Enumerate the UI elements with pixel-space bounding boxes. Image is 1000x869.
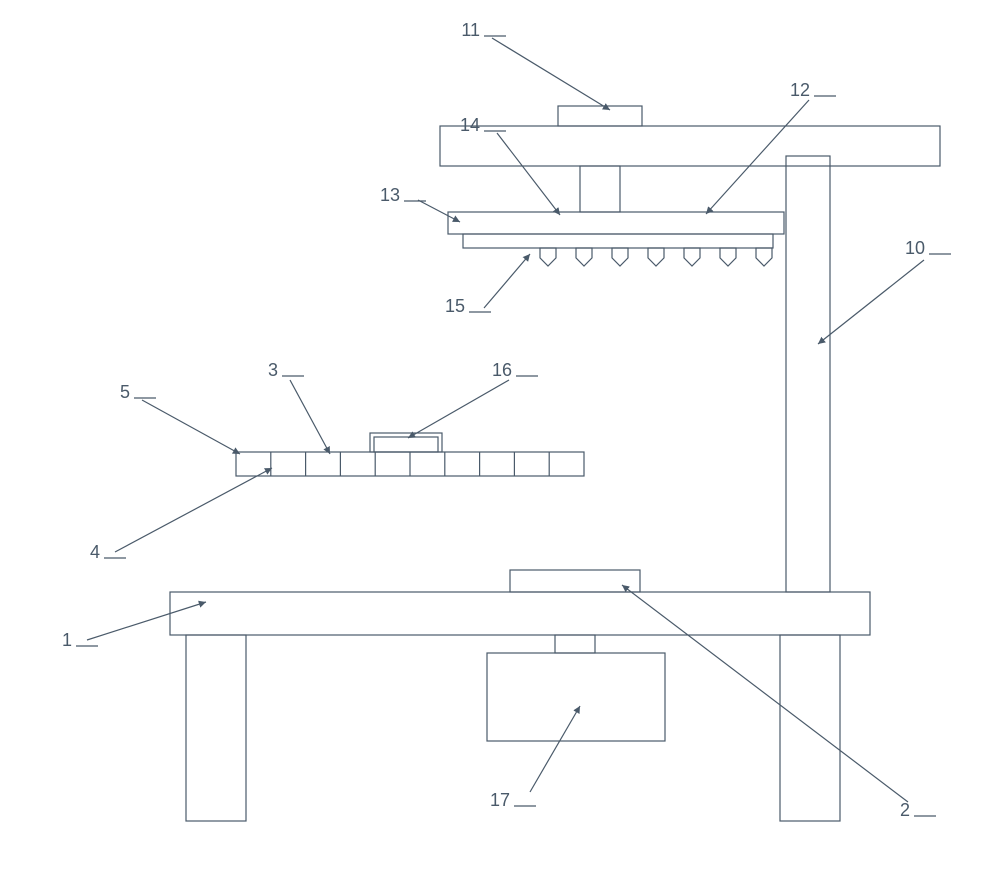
leg-left: [186, 635, 246, 821]
callout-label: 12: [790, 80, 810, 100]
column: [786, 156, 830, 592]
callout-label: 17: [490, 790, 510, 810]
nozzle: [684, 248, 700, 266]
top-motor: [558, 106, 642, 126]
callout-leader: [115, 468, 272, 552]
callout-label: 14: [460, 115, 480, 135]
callout-label: 5: [120, 382, 130, 402]
callout-label: 10: [905, 238, 925, 258]
rotor-plate: [510, 570, 640, 592]
callout-label: 4: [90, 542, 100, 562]
callout-leader: [492, 38, 610, 110]
callout-label: 1: [62, 630, 72, 650]
callout-leader: [290, 380, 330, 454]
callout-leader: [530, 706, 580, 792]
callout-label: 11: [461, 20, 480, 40]
callout-leader: [484, 254, 530, 308]
callout-leader: [87, 602, 206, 640]
nozzle: [576, 248, 592, 266]
rotor-housing: [487, 653, 665, 741]
top-shaft: [580, 166, 620, 212]
chip-outer: [370, 433, 442, 452]
callouts-group: 11 14 12 13 10 15 16 3 5 4 1 17 2: [62, 20, 951, 820]
callout-leader: [408, 380, 509, 438]
rotor-shaft: [555, 635, 595, 653]
base-beam: [170, 592, 870, 635]
diagram-canvas: 11 14 12 13 10 15 16 3 5 4 1 17 2: [0, 0, 1000, 869]
nozzle: [540, 248, 556, 266]
chip-inner: [374, 437, 438, 452]
callout-label: 2: [900, 800, 910, 820]
callout-leader: [418, 200, 460, 222]
callout-label: 3: [268, 360, 278, 380]
callout-label: 13: [380, 185, 400, 205]
head-sub-plate: [463, 234, 773, 248]
callout-leader: [818, 260, 924, 344]
callout-leader: [142, 400, 240, 454]
nozzle: [648, 248, 664, 266]
nozzle: [756, 248, 772, 266]
nozzle: [612, 248, 628, 266]
head-plate: [448, 212, 784, 234]
top-beam: [440, 126, 940, 166]
shapes-group: [170, 106, 940, 821]
nozzle: [720, 248, 736, 266]
callout-label: 16: [492, 360, 512, 380]
callout-leader: [706, 100, 809, 214]
callout-leader: [497, 133, 560, 215]
callout-label: 15: [445, 296, 465, 316]
